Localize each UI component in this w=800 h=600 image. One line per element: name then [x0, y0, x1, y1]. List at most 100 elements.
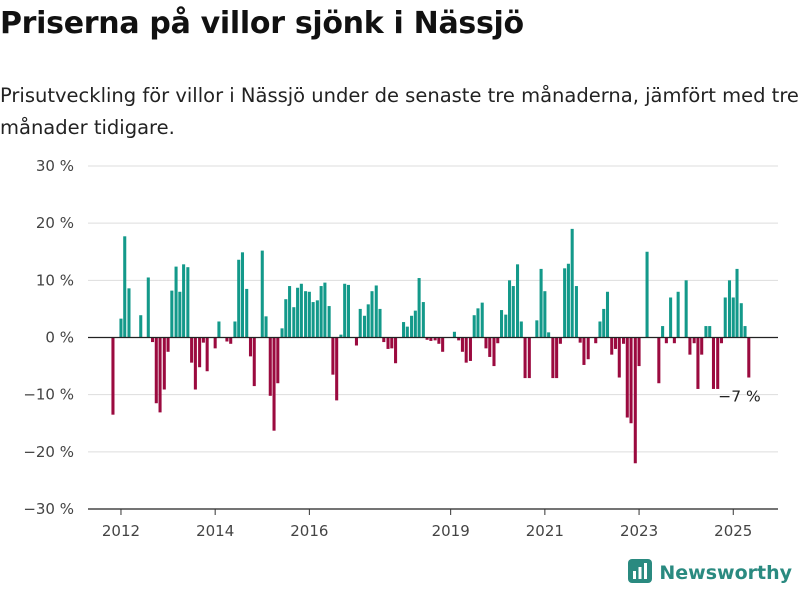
bar [405, 326, 409, 338]
bar [605, 291, 610, 338]
bar [566, 263, 570, 338]
bar [508, 280, 512, 338]
bar [727, 280, 732, 338]
bar [672, 337, 676, 344]
newsworthy-logo-icon [627, 558, 653, 588]
bar [233, 321, 237, 338]
bar [264, 316, 268, 338]
newsworthy-brand[interactable]: Newsworthy [627, 558, 792, 588]
bar [425, 337, 429, 340]
bar-series [111, 228, 751, 464]
bar [684, 280, 688, 338]
bar [547, 332, 551, 338]
x-tick-label: 2023 [620, 522, 658, 540]
bar [182, 264, 186, 338]
chart-subtitle: Prisutveckling för villor i Nässjö under… [0, 84, 799, 139]
bar [229, 337, 233, 344]
bar [370, 291, 374, 338]
bar [307, 291, 311, 338]
bar [688, 337, 692, 355]
bar [268, 337, 272, 396]
bar [166, 337, 170, 352]
bar [323, 282, 327, 338]
x-axis: 2012 2014 2016 2019 2021 2023 2025 [102, 509, 752, 540]
bar [582, 337, 586, 365]
x-tick-label: 2016 [290, 522, 328, 540]
bar [394, 337, 398, 364]
bar [527, 337, 531, 379]
bar [162, 337, 166, 390]
bar [716, 337, 720, 389]
bar [711, 337, 715, 389]
bar [127, 288, 131, 338]
bar [460, 337, 464, 352]
bar [217, 321, 221, 338]
bar [708, 326, 712, 338]
bar [472, 315, 476, 338]
bar [339, 334, 343, 338]
x-tick-label: 2014 [196, 522, 234, 540]
bar [669, 297, 673, 338]
bar [551, 337, 555, 379]
bar [570, 228, 574, 338]
bar [613, 337, 618, 349]
bar [252, 337, 256, 387]
bar [346, 284, 350, 338]
bar [452, 331, 456, 338]
bar [488, 337, 492, 357]
bar [657, 337, 661, 384]
bar [511, 286, 515, 338]
bar [661, 326, 665, 338]
bar [574, 286, 578, 338]
bar [519, 321, 523, 338]
bar [205, 337, 209, 372]
zero-line-group [88, 336, 778, 510]
bar [586, 337, 590, 360]
bar [484, 337, 488, 349]
x-tick-label: 2021 [526, 522, 564, 540]
bar [492, 337, 496, 367]
bar [535, 320, 539, 338]
bar [237, 259, 241, 338]
bar [598, 321, 602, 338]
bar [366, 304, 370, 338]
y-tick-label: 20 % [36, 214, 74, 232]
bar [504, 314, 508, 338]
bar [602, 308, 606, 338]
bar [178, 291, 182, 338]
bar [378, 308, 382, 338]
y-tick-label: −20 % [23, 443, 74, 461]
bar [201, 337, 205, 343]
bar [343, 283, 347, 338]
bar [139, 315, 143, 338]
bar [523, 337, 527, 379]
bar [610, 337, 614, 355]
bar [539, 268, 543, 338]
bar [413, 310, 417, 338]
bar [245, 288, 249, 338]
bar [319, 286, 323, 338]
bar [315, 300, 319, 338]
bar [198, 337, 202, 368]
bar [664, 337, 668, 344]
chart-title: Priserna på villor sjönk i Nässjö [0, 6, 524, 41]
bar [625, 337, 629, 418]
bar [563, 268, 567, 338]
bar [299, 283, 303, 338]
bar [304, 291, 308, 338]
bar [260, 250, 264, 338]
bar [410, 315, 414, 338]
bar [594, 337, 598, 344]
bar [441, 337, 445, 352]
x-tick-label: 2025 [714, 522, 752, 540]
bar [354, 337, 358, 346]
last-value-label: −7 % [718, 388, 761, 406]
bar [280, 328, 284, 338]
bar [621, 337, 626, 344]
bar [719, 337, 724, 344]
bar [429, 337, 433, 341]
bar [692, 337, 696, 344]
bar [311, 302, 315, 338]
bar [476, 308, 480, 338]
y-tick-label: 0 % [45, 329, 74, 347]
